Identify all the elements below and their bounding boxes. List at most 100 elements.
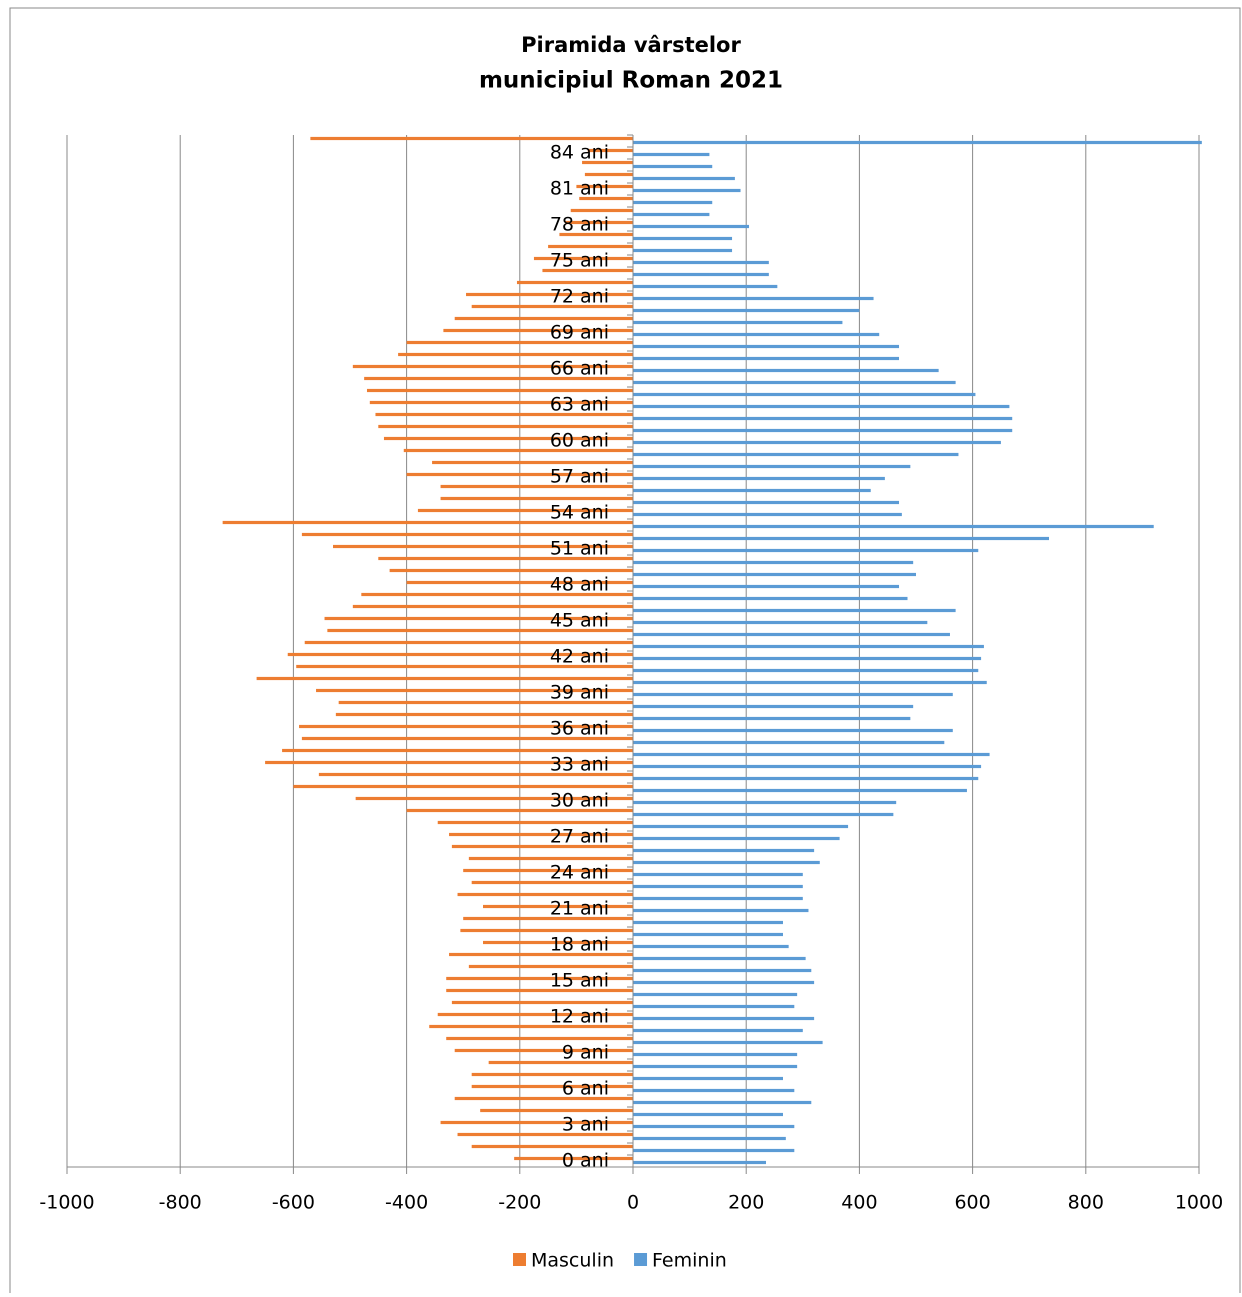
bar: [633, 1088, 795, 1093]
bar: [633, 656, 982, 661]
bar: [318, 772, 633, 777]
bar: [633, 1124, 795, 1129]
bar: [633, 992, 798, 997]
bar: [406, 808, 633, 813]
y-tick-label: 57 ani: [550, 466, 609, 488]
y-tick-label: 51 ani: [550, 538, 609, 560]
bar: [451, 844, 633, 849]
y-tick-label: 6 ani: [562, 1078, 609, 1100]
bar: [633, 248, 733, 253]
bar: [633, 428, 1013, 433]
bar: [432, 460, 633, 465]
bar: [361, 592, 633, 597]
bar: [222, 520, 633, 525]
y-tick-label: 33 ani: [550, 754, 609, 776]
bar: [471, 304, 633, 309]
bar: [633, 476, 885, 481]
y-tick-label: 84 ani: [550, 142, 609, 164]
bar: [299, 724, 633, 729]
bar: [633, 344, 900, 349]
bar: [633, 1076, 783, 1081]
bar: [587, 148, 633, 153]
bar: [310, 136, 633, 141]
bar: [633, 524, 1154, 529]
bar: [324, 616, 633, 621]
bar: [633, 572, 916, 577]
bar: [633, 824, 849, 829]
bar: [446, 1036, 633, 1041]
bar: [403, 448, 633, 453]
bar: [443, 328, 633, 333]
bar: [633, 848, 815, 853]
bar: [293, 784, 633, 789]
bar: [633, 896, 803, 901]
bar: [471, 1144, 633, 1149]
bar: [633, 164, 713, 169]
bar: [633, 584, 900, 589]
x-tick-label: 1000: [1175, 1192, 1223, 1214]
x-tick-label: 0: [627, 1192, 639, 1214]
bar: [335, 712, 633, 717]
bar: [633, 320, 843, 325]
bar: [633, 884, 803, 889]
bar: [449, 832, 633, 837]
y-tick-label: 36 ani: [550, 718, 609, 740]
bar: [633, 380, 956, 385]
bar: [548, 244, 633, 249]
bar: [514, 1156, 633, 1161]
bar: [364, 376, 633, 381]
y-tick-label: 72 ani: [550, 286, 609, 308]
y-tick-label: 66 ani: [550, 358, 609, 380]
bar: [406, 472, 633, 477]
y-tick-label: 30 ani: [550, 790, 609, 812]
bar: [633, 956, 806, 961]
bar: [633, 812, 894, 817]
bar: [446, 988, 633, 993]
bar: [389, 568, 633, 573]
bar: [633, 296, 874, 301]
bar: [301, 736, 633, 741]
bar: [483, 904, 633, 909]
y-tick-label: 39 ani: [550, 682, 609, 704]
y-tick-label: 81 ani: [550, 178, 609, 200]
bar: [633, 140, 1202, 145]
bar: [633, 608, 956, 613]
bar: [466, 292, 633, 297]
bar: [579, 196, 633, 201]
bar: [633, 632, 950, 637]
bar: [633, 548, 979, 553]
bar: [454, 1048, 633, 1053]
bar: [533, 256, 633, 261]
bar: [633, 776, 979, 781]
bar: [398, 352, 633, 357]
bar: [633, 836, 840, 841]
bar: [633, 752, 990, 757]
bar: [440, 1120, 633, 1125]
bar: [633, 908, 809, 913]
bar: [633, 260, 769, 265]
bar: [437, 820, 633, 825]
bar: [480, 1108, 633, 1113]
bar: [633, 404, 1010, 409]
bar: [633, 512, 902, 517]
bar: [265, 760, 633, 765]
x-tick-label: -800: [159, 1192, 202, 1214]
bar: [440, 484, 633, 489]
bar: [429, 1024, 633, 1029]
y-tick-label: 21 ani: [550, 898, 609, 920]
bar: [454, 316, 633, 321]
legend-swatch: [634, 1253, 648, 1266]
bar: [471, 880, 633, 885]
bar: [437, 1012, 633, 1017]
bar: [406, 580, 633, 585]
bar: [471, 1072, 633, 1077]
bar: [327, 628, 633, 633]
bar: [383, 436, 633, 441]
x-tick-label: 200: [728, 1192, 764, 1214]
bar: [333, 544, 633, 549]
bar: [633, 1100, 812, 1105]
bar: [633, 272, 769, 277]
bar: [633, 944, 789, 949]
bar: [633, 236, 733, 241]
